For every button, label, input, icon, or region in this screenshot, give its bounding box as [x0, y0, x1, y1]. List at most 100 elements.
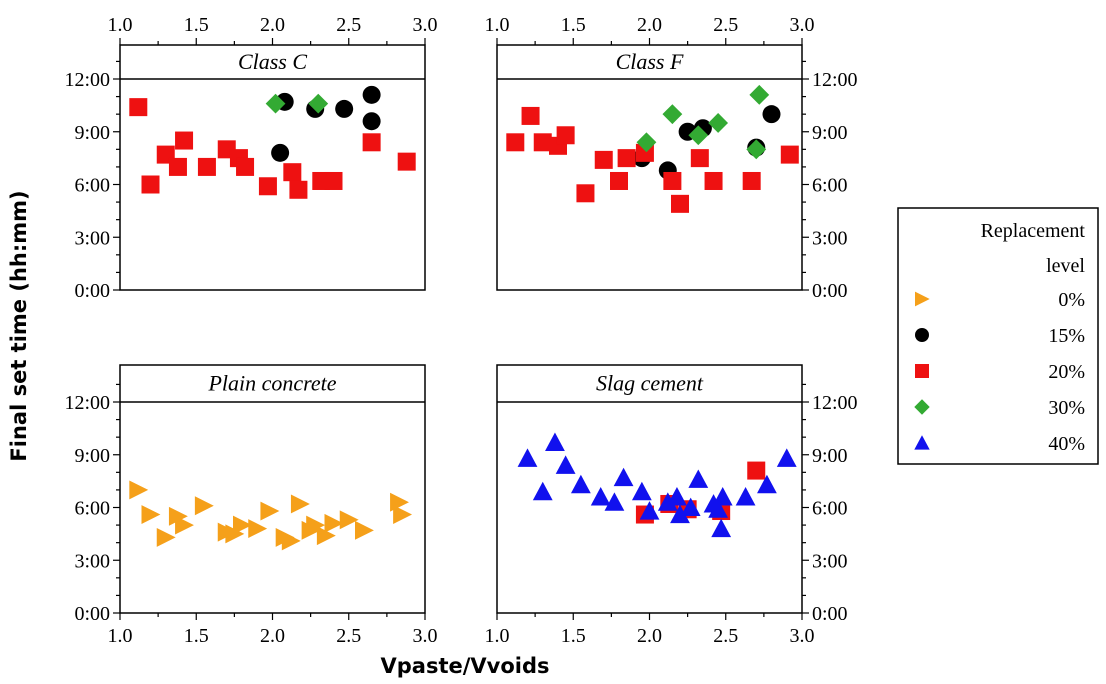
data-point: [735, 487, 756, 506]
data-point: [271, 143, 290, 162]
legend-box: [897, 207, 1099, 465]
x-tick-label: 2.5: [713, 625, 738, 647]
data-point: [339, 510, 359, 530]
data-point: [175, 131, 194, 150]
data-point: [780, 145, 799, 164]
legend-title-line1: Replacement: [981, 220, 1086, 242]
data-point: [636, 132, 657, 153]
y-tick-label: 9:00: [74, 122, 110, 144]
data-point: [590, 487, 611, 506]
data-point: [506, 133, 525, 152]
data-point: [610, 171, 628, 190]
y-tick-label: 3:00: [74, 550, 110, 572]
x-axis: 1.0 1.5 2.0 2.5 3.0: [108, 14, 438, 45]
x-axis: 1.0 1.5 2.0 2.5 3.0: [485, 14, 815, 45]
y-tick-label: 0:00: [812, 603, 848, 625]
x-tick-label: 1.0: [485, 625, 510, 647]
data-point: [662, 104, 683, 125]
y-tick-label: 6:00: [812, 175, 848, 197]
y-axis: 0:00 3:00 6:00 9:00 12:00: [802, 383, 858, 625]
x-tick-label: 3.0: [413, 14, 438, 36]
panels-group: Class C 0:00 3:00 6:00 9:00 12:00 1.0 1.5 2.0 2.5…: [64, 14, 857, 647]
data-points: [129, 85, 416, 199]
data-point: [362, 133, 381, 152]
x-axis: 1.0 1.5 2.0 2.5 3.0: [108, 613, 438, 647]
data-point: [747, 461, 766, 480]
data-point: [290, 494, 310, 514]
data-point: [742, 171, 761, 190]
y-tick-label: 12:00: [64, 69, 110, 91]
data-point: [690, 149, 709, 168]
data-point: [594, 150, 613, 169]
panel-title: Plain concrete: [207, 371, 336, 396]
x-tick-label: 1.0: [108, 14, 133, 36]
legend-label: 20%: [1048, 361, 1085, 383]
y-tick-label: 12:00: [64, 392, 110, 414]
y-tick-label: 9:00: [812, 122, 848, 144]
legend-marker: [915, 364, 929, 378]
data-point: [521, 106, 540, 125]
data-point: [670, 504, 690, 524]
x-tick-label: 1.5: [184, 625, 209, 647]
data-point: [604, 492, 625, 511]
x-tick-label: 2.5: [713, 14, 738, 36]
data-point: [517, 448, 538, 467]
data-point: [289, 180, 308, 199]
data-point: [248, 519, 268, 539]
data-point: [281, 531, 301, 551]
x-tick-label: 2.0: [260, 625, 285, 647]
legend-label: 30%: [1048, 397, 1085, 419]
x-tick-label: 2.0: [637, 625, 662, 647]
x-tick-label: 2.0: [637, 14, 662, 36]
data-point: [306, 515, 326, 535]
x-tick-label: 2.5: [336, 14, 361, 36]
data-point: [236, 157, 255, 176]
data-point: [393, 505, 413, 524]
panel-class-c: Class C 0:00 3:00 6:00 9:00 12:00 1.0 1.5 2.0 2.5…: [64, 14, 437, 302]
y-tick-label: 6:00: [812, 498, 848, 520]
data-point: [757, 474, 777, 494]
data-point: [283, 163, 302, 182]
data-point: [680, 497, 701, 517]
data-point: [545, 432, 565, 451]
data-point: [667, 487, 687, 506]
panel-frame: [496, 364, 803, 614]
x-tick-label: 2.0: [260, 14, 285, 36]
legend-title-line2: level: [1046, 255, 1085, 277]
panel-title: Class C: [238, 49, 307, 74]
y-axis: 0:00 3:00 6:00 9:00 12:00: [64, 60, 120, 302]
data-point: [129, 98, 148, 117]
panel-frame: [119, 44, 426, 291]
y-axis-title: Final set time (hh:mm): [7, 190, 31, 461]
x-tick-label: 1.5: [184, 14, 209, 36]
y-tick-label: 6:00: [74, 498, 110, 520]
panel-frame: [496, 44, 803, 291]
y-tick-label: 3:00: [812, 227, 848, 249]
data-point: [362, 112, 381, 131]
x-tick-label: 3.0: [790, 625, 815, 647]
data-point: [631, 481, 652, 501]
x-tick-label: 1.5: [561, 625, 586, 647]
data-point: [776, 448, 797, 467]
x-tick-label: 3.0: [790, 14, 815, 36]
x-tick-label: 1.0: [108, 625, 133, 647]
y-tick-label: 12:00: [812, 69, 858, 91]
data-point: [324, 171, 343, 190]
data-point: [708, 113, 729, 133]
panel-slag-cement: Slag cement 0:00 3:00 6:00 9:00 12:00 1.0 1.5 2.…: [485, 364, 858, 647]
data-point: [397, 152, 416, 171]
x-axis-title: Vpaste/Vvoids: [380, 654, 549, 678]
legend-label: 40%: [1048, 433, 1085, 455]
legend: Replacement level 0% 15% 20% 30% 40%: [897, 207, 1099, 465]
data-point: [141, 175, 160, 194]
legend-marker: [914, 399, 930, 415]
data-point: [194, 496, 214, 516]
x-tick-label: 3.0: [413, 625, 438, 647]
data-point: [175, 515, 194, 535]
data-point: [141, 505, 161, 524]
y-tick-label: 12:00: [812, 392, 858, 414]
x-tick-label: 1.0: [485, 14, 510, 36]
panel-title: Slag cement: [596, 371, 704, 396]
legend-marker: [915, 291, 930, 307]
